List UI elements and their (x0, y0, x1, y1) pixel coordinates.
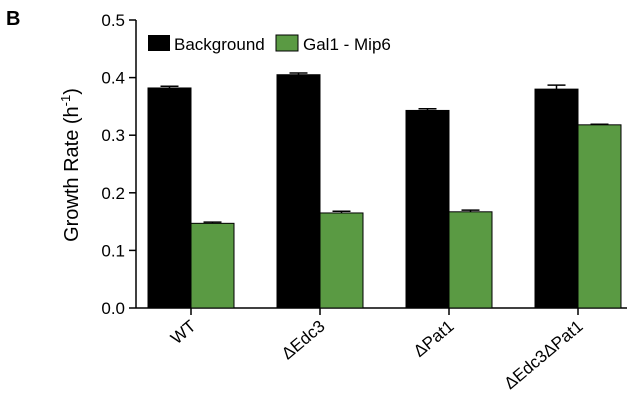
y-tick-label: 0.1 (101, 241, 125, 260)
bars-group (147, 72, 622, 309)
bar-background (405, 109, 450, 309)
panel-label: B (6, 8, 20, 30)
category-label: ΔEdc3 (278, 317, 329, 364)
bar-background (147, 87, 192, 309)
bar-gal1-mip6 (190, 222, 235, 309)
y-tick-label: 0.2 (101, 184, 125, 203)
y-axis: 0.0 0.1 0.2 0.3 0.4 0.5 (101, 11, 137, 318)
legend-swatch-background (148, 35, 170, 51)
legend-swatch-gal1-mip6 (275, 34, 299, 52)
legend-label-gal1-mip6: Gal1 - Mip6 (303, 35, 391, 54)
y-tick-label: 0.5 (101, 11, 125, 30)
category-label: WT (167, 317, 199, 349)
bar-gal1-mip6 (448, 211, 493, 309)
bar-gal1-mip6 (319, 212, 364, 309)
category-labels: WT ΔEdc3 ΔPat1 ΔEdc3ΔPat1 (167, 317, 586, 394)
legend-label-background: Background (174, 35, 265, 54)
category-label: ΔPat1 (410, 317, 458, 361)
y-tick-label: 0.4 (101, 69, 125, 88)
y-axis-title: Growth Rate (h-1) (58, 88, 83, 242)
category-label: ΔEdc3ΔPat1 (500, 317, 586, 394)
bar-background (534, 88, 579, 309)
bar-background (276, 74, 321, 309)
bar-gal1-mip6 (577, 124, 622, 309)
legend: Background Gal1 - Mip6 (148, 34, 391, 54)
x-axis (136, 307, 627, 315)
y-tick-label: 0.0 (101, 299, 125, 318)
y-tick-label: 0.3 (101, 126, 125, 145)
